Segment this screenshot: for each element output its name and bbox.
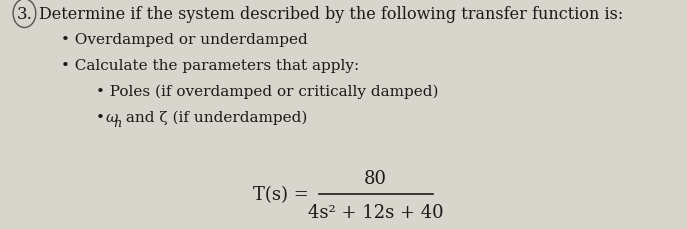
Text: 4s² + 12s + 40: 4s² + 12s + 40 xyxy=(308,203,444,221)
Text: T(s) =: T(s) = xyxy=(254,185,309,203)
Text: and ζ (if underdamped): and ζ (if underdamped) xyxy=(121,110,307,125)
Text: • Overdamped or underdamped: • Overdamped or underdamped xyxy=(61,33,308,47)
Text: • Poles (if overdamped or critically damped): • Poles (if overdamped or critically dam… xyxy=(96,85,438,99)
Text: •: • xyxy=(96,111,105,125)
Text: 80: 80 xyxy=(364,169,387,187)
Text: n: n xyxy=(113,116,122,129)
Text: 3.: 3. xyxy=(16,6,32,23)
Text: ω: ω xyxy=(106,111,118,125)
Text: • Calculate the parameters that apply:: • Calculate the parameters that apply: xyxy=(61,59,359,73)
Text: Determine if the system described by the following transfer function is:: Determine if the system described by the… xyxy=(39,6,624,23)
